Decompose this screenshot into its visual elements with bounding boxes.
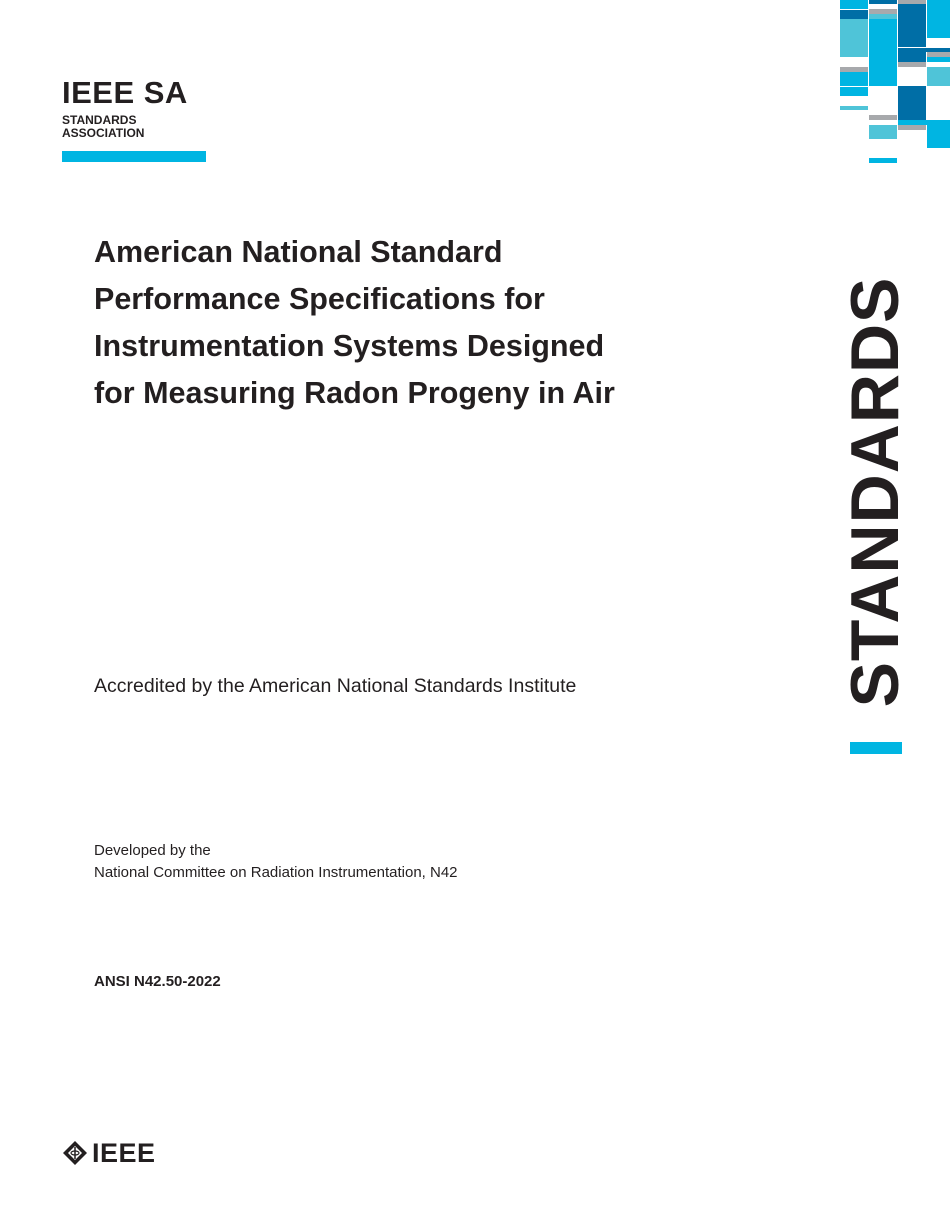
mosaic-tile — [869, 9, 897, 14]
mosaic-tile — [927, 125, 950, 148]
mosaic-tile — [840, 72, 868, 86]
title-line: Instrumentation Systems Designed — [94, 329, 605, 363]
mosaic-tile — [898, 86, 926, 120]
mosaic-tile — [840, 19, 868, 57]
logo-accent-bar — [62, 151, 206, 162]
mosaic-tile — [898, 48, 950, 52]
mosaic-tile — [869, 19, 897, 86]
ieee-logo-text: IEEE — [92, 1138, 156, 1168]
mosaic-tile — [927, 57, 950, 62]
mosaic-tile — [869, 115, 897, 120]
mosaic-tile — [927, 0, 950, 38]
ieee-sa-logo-text: IEEE SA — [62, 75, 188, 110]
mosaic-tile — [840, 10, 868, 19]
mosaic-tile — [840, 67, 868, 72]
side-label-accent-bar — [850, 742, 902, 754]
mosaic-tile — [840, 87, 868, 96]
decorative-mosaic — [0, 0, 950, 170]
title-line: Performance Specifications for — [94, 282, 545, 316]
logo-subtitle-line1: STANDARDS — [62, 113, 137, 127]
mosaic-tile — [840, 106, 868, 110]
title-line: for Measuring Radon Progeny in Air — [94, 376, 615, 410]
title-line: American National Standard — [94, 235, 503, 269]
ieee-sa-logo-subtitle: STANDARDS ASSOCIATION — [62, 114, 144, 140]
mosaic-tile — [869, 14, 897, 19]
standards-side-label: STANDARDS — [837, 276, 913, 708]
accreditation-text: Accredited by the American National Stan… — [94, 675, 577, 697]
mosaic-tile — [898, 125, 926, 130]
mosaic-tile — [869, 158, 897, 163]
mosaic-tile — [898, 62, 926, 67]
mosaic-tile — [869, 0, 897, 4]
mosaic-tile — [898, 4, 926, 47]
developed-by-line1: Developed by the — [94, 842, 211, 859]
ieee-diamond-icon — [63, 1141, 87, 1165]
developed-by: Developed by the National Committee on R… — [94, 840, 458, 884]
mosaic-tile — [840, 0, 868, 9]
standard-designation: ANSI N42.50-2022 — [94, 973, 221, 990]
mosaic-tile — [869, 125, 897, 139]
mosaic-tile — [898, 0, 926, 4]
document-title: American National Standard Performance S… — [94, 229, 794, 417]
ieee-footer-logo: IEEE — [62, 1139, 156, 1167]
mosaic-tile — [898, 120, 950, 125]
developed-by-committee: National Committee on Radiation Instrume… — [94, 864, 458, 881]
logo-subtitle-line2: ASSOCIATION — [62, 126, 145, 140]
mosaic-tile — [898, 52, 926, 62]
mosaic-tile — [927, 52, 950, 57]
mosaic-tile — [927, 67, 950, 86]
